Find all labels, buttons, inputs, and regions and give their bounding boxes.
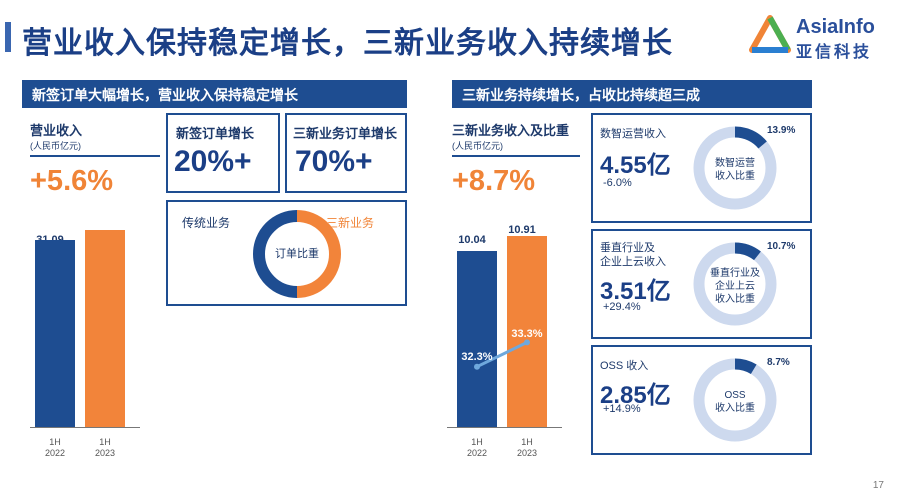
new-biz-revenue-label: 三新业务收入及比重 bbox=[452, 123, 570, 138]
new-biz-order-box: 三新业务订单增长 70%+ bbox=[285, 113, 407, 193]
donut-center-label: 数智运营 收入比重 bbox=[715, 158, 755, 182]
share-point-2023 bbox=[524, 339, 530, 346]
chart-baseline bbox=[447, 427, 562, 428]
donut-slice-traditional bbox=[253, 210, 298, 298]
revenue-label: 营业收入 bbox=[30, 123, 83, 138]
logo-text-cn: 亚信科技 bbox=[796, 44, 873, 61]
new-biz-order-title: 三新业务订单增长 bbox=[293, 126, 398, 141]
bar-value-label: 10.91 bbox=[508, 224, 536, 236]
new-biz-bar-2022 bbox=[457, 250, 497, 427]
donut-slice bbox=[693, 126, 777, 210]
title-accent-bar bbox=[5, 22, 11, 52]
revenue-unit: (人民币亿元) bbox=[30, 141, 81, 151]
oss-box: OSS 收入 2.85亿 +14.9% OSS 收入比重 8.7% bbox=[591, 345, 812, 455]
oss-donut bbox=[693, 358, 777, 442]
share-point-2022 bbox=[474, 363, 480, 370]
new-biz-bar-2023 bbox=[507, 235, 547, 427]
revenue-bar-2023 bbox=[85, 230, 125, 427]
vertical-cloud-label: 垂直行业及 企业上云收入 bbox=[600, 242, 666, 268]
logo-mark-icon bbox=[749, 15, 791, 53]
new-biz-bar-chart: 10.04 10.91 32.3% 33.3% 1H 2022 1H 2023 bbox=[447, 220, 567, 465]
share-line bbox=[474, 339, 530, 370]
digital-ops-value: 4.55亿 bbox=[600, 152, 671, 179]
bar-value-label: 10.04 bbox=[458, 234, 486, 246]
order-growth-value: 20%+ bbox=[174, 145, 252, 178]
oss-label: OSS 收入 bbox=[600, 360, 649, 372]
oss-change: +14.9% bbox=[603, 403, 641, 415]
digital-ops-label: 数智运营收入 bbox=[600, 128, 666, 140]
x-tick-label: 1H 2023 bbox=[94, 437, 116, 458]
x-tick-label: 1H 2023 bbox=[516, 437, 538, 458]
donut-pct-label: 13.9% bbox=[767, 125, 796, 136]
digital-ops-donut bbox=[693, 126, 777, 210]
logo-text-en: AsiaInfo bbox=[796, 16, 875, 38]
revenue-bar-2022 bbox=[35, 240, 75, 427]
order-share-donut bbox=[253, 210, 341, 298]
left-section-header: 新签订单大幅增长，营业收入保持稳定增长 bbox=[22, 80, 407, 108]
order-growth-title: 新签订单增长 bbox=[176, 126, 255, 141]
donut-center-label: 订单比重 bbox=[275, 248, 319, 260]
donut-pct-label: 8.7% bbox=[767, 357, 790, 368]
x-tick-label: 1H 2022 bbox=[44, 437, 66, 458]
page-title: 营业收入保持稳定增长，三新业务收入持续增长 bbox=[22, 27, 673, 60]
donut-slice bbox=[693, 358, 777, 442]
donut-center-label: OSS 收入比重 bbox=[715, 390, 755, 414]
chart-baseline bbox=[30, 427, 140, 428]
donut-center-label: 垂直行业及 企业上云 收入比重 bbox=[710, 268, 760, 305]
share-label-2023: 33.3% bbox=[511, 328, 543, 341]
asiainfo-logo: AsiaInfo 亚信科技 bbox=[748, 14, 898, 64]
revenue-divider bbox=[30, 155, 160, 157]
x-tick-label: 1H 2022 bbox=[466, 437, 488, 458]
vertical-cloud-box: 垂直行业及 企业上云收入 3.51亿 +29.4% 垂直行业及 企业上云 收入比重 1… bbox=[591, 229, 812, 339]
vertical-cloud-donut bbox=[693, 242, 777, 326]
donut-slice-new-business bbox=[296, 210, 341, 298]
new-biz-order-value: 70%+ bbox=[295, 145, 373, 178]
new-biz-growth: +8.7% bbox=[452, 165, 536, 197]
page-number: 17 bbox=[872, 480, 884, 491]
digital-ops-change: -6.0% bbox=[603, 177, 632, 189]
share-label-2022: 32.3% bbox=[461, 350, 493, 363]
vertical-cloud-value: 3.51亿 bbox=[600, 278, 671, 305]
donut-pct-label: 10.7% bbox=[767, 241, 796, 252]
right-section-header: 三新业务持续增长，占收比持续超三成 bbox=[452, 80, 812, 108]
new-biz-revenue-unit: (人民币亿元) bbox=[452, 141, 503, 151]
oss-value: 2.85亿 bbox=[600, 382, 671, 409]
revenue-growth: +5.6% bbox=[30, 165, 114, 197]
order-share-box: 传统业务 三新业务 订单比重 bbox=[166, 200, 407, 306]
order-growth-box: 新签订单增长 20%+ bbox=[166, 113, 280, 193]
vertical-cloud-change: +29.4% bbox=[603, 301, 641, 313]
digital-ops-box: 数智运营收入 4.55亿 -6.0% 数智运营 收入比重 13.9% bbox=[591, 113, 812, 223]
donut-slice bbox=[693, 242, 777, 326]
donut-left-label: 传统业务 bbox=[182, 216, 231, 230]
donut-right-label: 三新业务 bbox=[326, 216, 375, 230]
new-biz-divider bbox=[452, 155, 580, 157]
share-line-segment bbox=[476, 341, 528, 369]
